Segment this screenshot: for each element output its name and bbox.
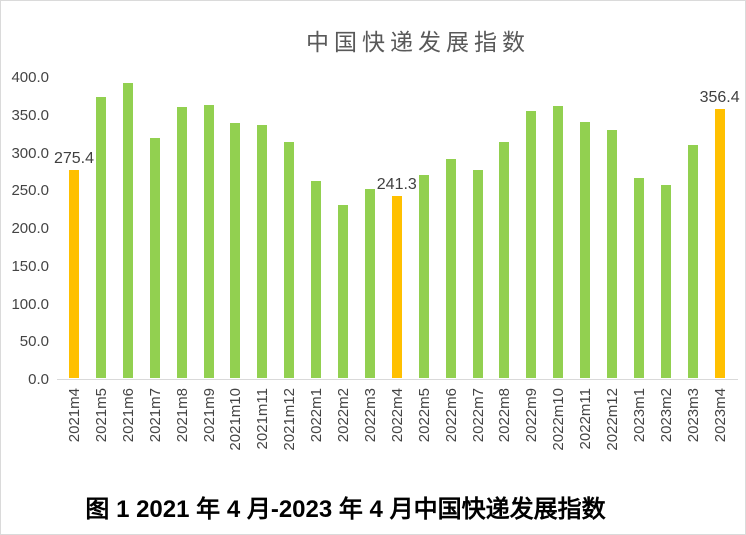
bar-2022m10 [553,106,564,378]
bar-2023m3 [687,144,698,378]
x-axis-label: 2023m2 [657,388,675,443]
x-axis-label: 2023m4 [711,388,729,443]
x-axis-label: 2023m3 [684,388,702,443]
bar-2022m4 [391,195,402,378]
x-axis-label: 2021m10 [226,388,244,451]
x-axis-label: 2022m12 [603,388,621,451]
y-axis-tick-label: 250.0 [11,182,49,200]
chart-title: 中国快递发展指数 [306,29,530,55]
y-axis-tick-label: 300.0 [11,144,49,162]
bar-2021m4 [69,170,79,378]
bar-2022m12 [607,130,617,378]
x-axis-label: 2022m3 [361,388,379,443]
x-axis-label: 2021m5 [92,388,110,443]
bar-value-label: 241.3 [376,175,417,193]
bar-2021m10 [230,122,241,378]
bar-2022m7 [472,169,483,378]
bar-2022m6 [445,159,456,378]
x-axis-label: 2022m6 [442,388,460,443]
x-axis-line [57,379,738,380]
bar-2022m9 [526,110,537,378]
x-axis-label: 2021m8 [173,388,191,443]
bar-2022m5 [418,174,429,378]
bar-2022m3 [364,189,375,378]
bar-2021m5 [95,97,106,378]
y-axis-tick-label: 350.0 [11,106,49,124]
x-axis-label: 2021m4 [65,388,83,443]
bar-2021m12 [284,141,295,378]
bar-2023m1 [633,177,644,378]
bar-2022m2 [338,205,348,378]
x-axis-label: 2021m12 [280,388,298,451]
x-axis-label: 2022m9 [522,388,540,443]
bar-value-label: 275.4 [53,150,95,168]
x-axis-label: 2021m7 [146,388,164,443]
x-axis-label: 2022m4 [388,388,406,443]
bar-2021m11 [257,125,268,378]
figure-caption: 图 1 2021 年 4 月-2023 年 4 月中国快递发展指数 [85,496,606,523]
y-axis-tick-label: 200.0 [11,220,49,237]
bar-2023m4 [714,108,725,378]
bar-2022m1 [311,180,322,378]
x-axis-label: 2022m1 [307,388,325,443]
x-axis-label: 2022m10 [549,388,567,451]
bar-2023m2 [660,185,671,378]
x-axis-label: 2022m2 [334,388,352,443]
x-axis-label: 2022m8 [495,388,513,443]
y-axis-tick-label: 400.0 [11,69,49,86]
x-axis-label: 2021m6 [119,388,137,443]
x-axis-label: 2022m11 [576,388,594,450]
bar-2021m6 [122,82,133,378]
y-axis-tick-label: 50.0 [19,333,49,351]
y-axis-tick-label: 100.0 [11,295,49,313]
bar-value-label: 356.4 [699,88,740,106]
x-axis-label: 2023m1 [630,388,648,443]
bar-2021m9 [203,104,214,378]
bar-2022m11 [580,122,591,378]
x-axis-label: 2022m5 [415,388,433,443]
bar-2022m8 [499,142,510,378]
y-axis-tick-label: 0.0 [28,371,49,388]
x-axis-label: 2021m9 [200,388,217,443]
x-axis-label: 2021m11 [253,388,271,450]
y-axis-tick-label: 150.0 [11,257,49,275]
bar-2021m8 [176,106,187,378]
bar-2021m7 [149,137,160,378]
x-axis-label: 2022m7 [469,388,486,443]
